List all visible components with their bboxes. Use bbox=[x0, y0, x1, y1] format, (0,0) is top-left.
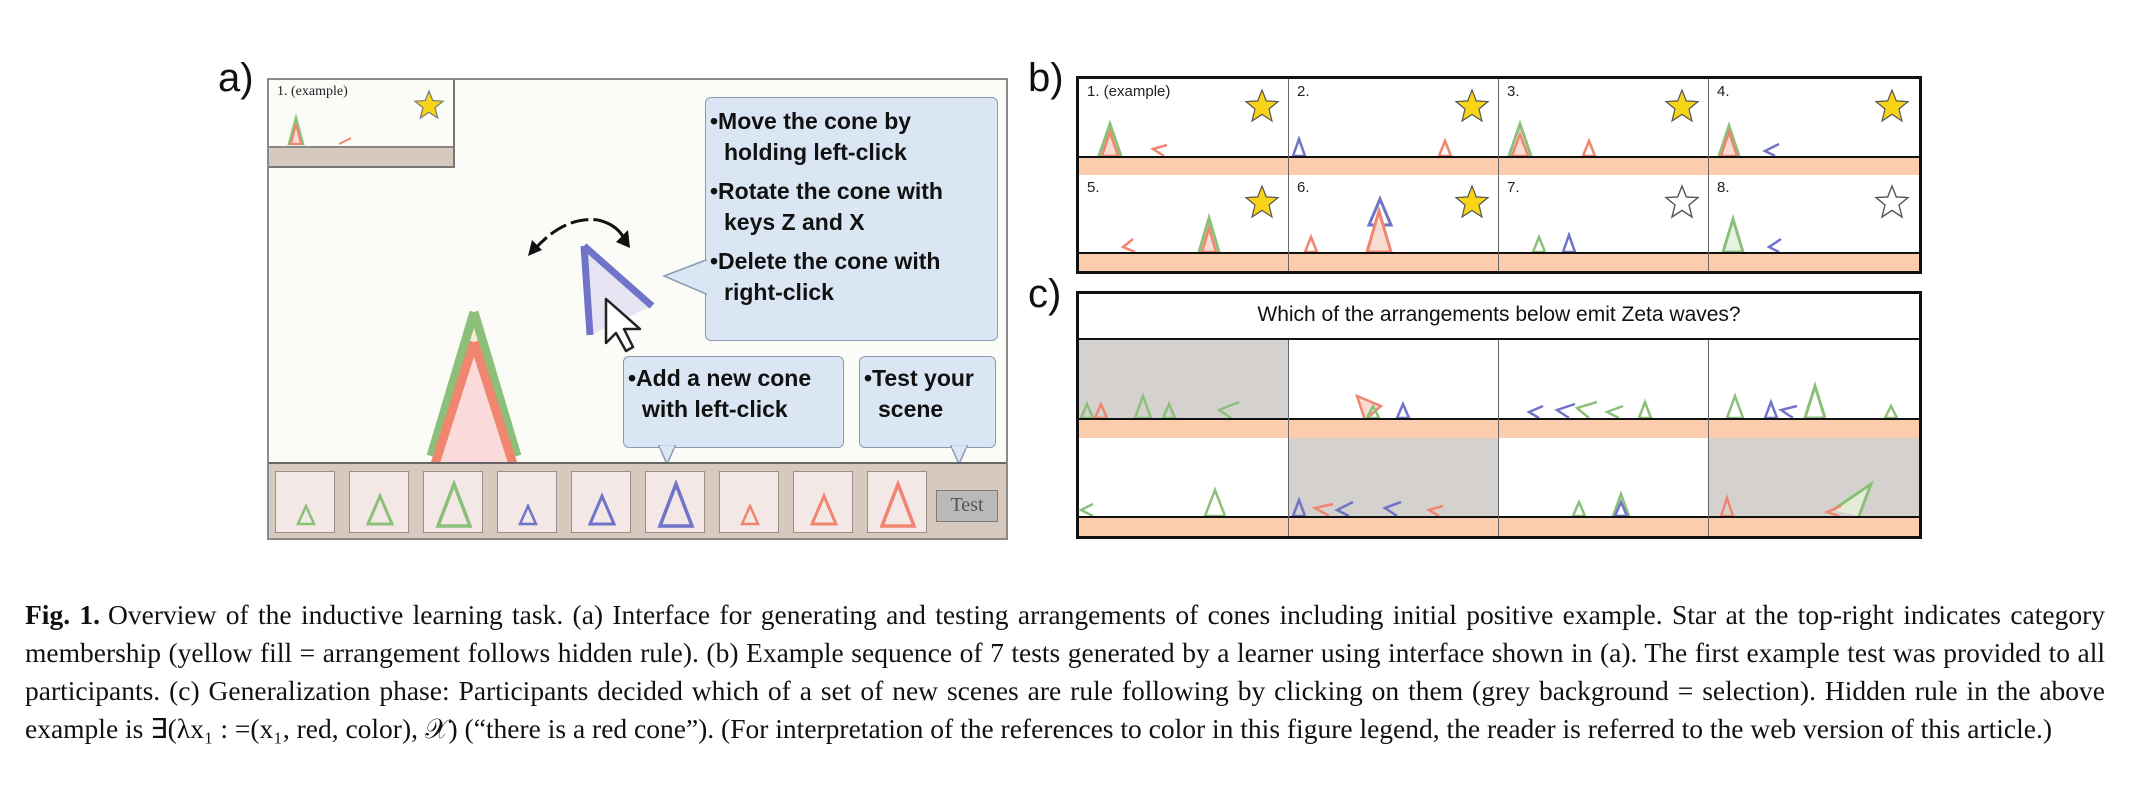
test-cell-1: 1. (example) bbox=[1079, 79, 1289, 175]
star-icon bbox=[413, 89, 445, 120]
tool-red-large[interactable] bbox=[867, 471, 927, 533]
test-label: 6. bbox=[1297, 179, 1310, 196]
floor bbox=[1079, 516, 1288, 536]
scene-option-7[interactable] bbox=[1499, 438, 1709, 536]
cone-builder-interface: 1. (example) •Move the cone by bbox=[267, 78, 1008, 540]
cone-toolbar: Test bbox=[269, 462, 1006, 538]
scene-option-8[interactable] bbox=[1709, 438, 1919, 536]
instruction-delete: •Delete the cone with right-click bbox=[710, 248, 941, 305]
test-cell-7: 7. bbox=[1499, 175, 1709, 271]
star-outline-icon bbox=[1664, 184, 1700, 219]
scene-option-6[interactable] bbox=[1289, 438, 1499, 536]
star-icon bbox=[1244, 184, 1280, 219]
test-cell-5: 5. bbox=[1079, 175, 1289, 271]
generalization-question: Which of the arrangements below emit Zet… bbox=[1079, 294, 1919, 340]
floor bbox=[1709, 418, 1919, 438]
test-bubble-pointer bbox=[949, 445, 969, 466]
panel-c-label: c) bbox=[1028, 272, 1062, 316]
add-cone-bubble: •Add a new cone with left-click bbox=[623, 356, 844, 448]
caption-text: Overview of the inductive learning task.… bbox=[25, 599, 2105, 744]
panel-b-label: b) bbox=[1028, 56, 1064, 100]
example-floor bbox=[269, 146, 453, 166]
test-cell-2: 2. bbox=[1289, 79, 1499, 175]
figure-caption: Fig. 1. Overview of the inductive learnin… bbox=[25, 596, 2105, 748]
tool-red-medium[interactable] bbox=[793, 471, 853, 533]
example-cones bbox=[287, 113, 352, 146]
tool-blue-large[interactable] bbox=[645, 471, 705, 533]
floor bbox=[1499, 418, 1708, 438]
tool-blue-medium[interactable] bbox=[571, 471, 631, 533]
bubble-pointer bbox=[662, 258, 708, 296]
star-icon bbox=[1244, 88, 1280, 123]
star-icon bbox=[1454, 184, 1490, 219]
example-label: 1. (example) bbox=[277, 84, 348, 99]
figure-label: Fig. 1. bbox=[25, 599, 101, 630]
floor bbox=[1499, 516, 1708, 536]
test-bubble: •Test your scene bbox=[859, 356, 996, 448]
star-icon bbox=[1454, 88, 1490, 123]
test-cell-8: 8. bbox=[1709, 175, 1919, 271]
test-label: 3. bbox=[1507, 83, 1520, 100]
tool-green-large[interactable] bbox=[423, 471, 483, 533]
floor bbox=[1079, 252, 1288, 271]
instruction-rotate: •Rotate the cone with keys Z and X bbox=[710, 178, 943, 235]
test-label: 4. bbox=[1717, 83, 1730, 100]
example-thumbnail: 1. (example) bbox=[269, 80, 455, 168]
floor bbox=[1499, 252, 1708, 271]
instructions-bubble: •Move the cone by holding left-click •Ro… bbox=[705, 97, 998, 341]
star-icon bbox=[1664, 88, 1700, 123]
add-bubble-pointer bbox=[657, 445, 677, 466]
instruction-move: •Move the cone by holding left-click bbox=[710, 108, 912, 165]
instruction-add: •Add a new cone with left-click bbox=[628, 365, 812, 422]
floor bbox=[1709, 516, 1919, 536]
generalization-grid: Which of the arrangements below emit Zet… bbox=[1076, 291, 1922, 539]
test-cell-4: 4. bbox=[1709, 79, 1919, 175]
scene-option-4[interactable] bbox=[1709, 340, 1919, 438]
stacked-cones bbox=[426, 310, 522, 466]
tool-blue-small[interactable] bbox=[497, 471, 557, 533]
test-label: 7. bbox=[1507, 179, 1520, 196]
selected-blue-cone bbox=[580, 243, 655, 336]
scene-option-5[interactable] bbox=[1078, 438, 1289, 536]
floor bbox=[1709, 252, 1919, 271]
floor bbox=[1079, 418, 1288, 438]
test-label: 5. bbox=[1087, 179, 1100, 196]
test-button[interactable]: Test bbox=[936, 490, 998, 522]
tool-green-small[interactable] bbox=[275, 471, 335, 533]
floor bbox=[1079, 156, 1288, 175]
rotate-arrow-icon bbox=[528, 218, 630, 256]
floor bbox=[1289, 252, 1498, 271]
star-icon bbox=[1874, 88, 1910, 123]
cursor-icon bbox=[604, 297, 642, 353]
test-cell-3: 3. bbox=[1499, 79, 1709, 175]
test-label: 1. (example) bbox=[1087, 83, 1171, 100]
scene-option-1[interactable] bbox=[1079, 340, 1289, 438]
floor bbox=[1499, 156, 1708, 175]
tool-red-small[interactable] bbox=[719, 471, 779, 533]
floor bbox=[1709, 156, 1919, 175]
test-cell-6: 6. bbox=[1289, 175, 1499, 271]
test-label: 8. bbox=[1717, 179, 1730, 196]
scene-option-3[interactable] bbox=[1499, 340, 1709, 438]
scene-option-2[interactable] bbox=[1289, 340, 1499, 438]
floor bbox=[1289, 418, 1498, 438]
star-outline-icon bbox=[1874, 184, 1910, 219]
panel-a-label: a) bbox=[218, 56, 254, 100]
test-label: 2. bbox=[1297, 83, 1310, 100]
tool-green-medium[interactable] bbox=[349, 471, 409, 533]
instruction-test: •Test your scene bbox=[864, 365, 974, 422]
floor bbox=[1289, 156, 1498, 175]
test-sequence-grid: 1. (example) 2. 3. 4. bbox=[1076, 76, 1922, 274]
floor bbox=[1289, 516, 1498, 536]
